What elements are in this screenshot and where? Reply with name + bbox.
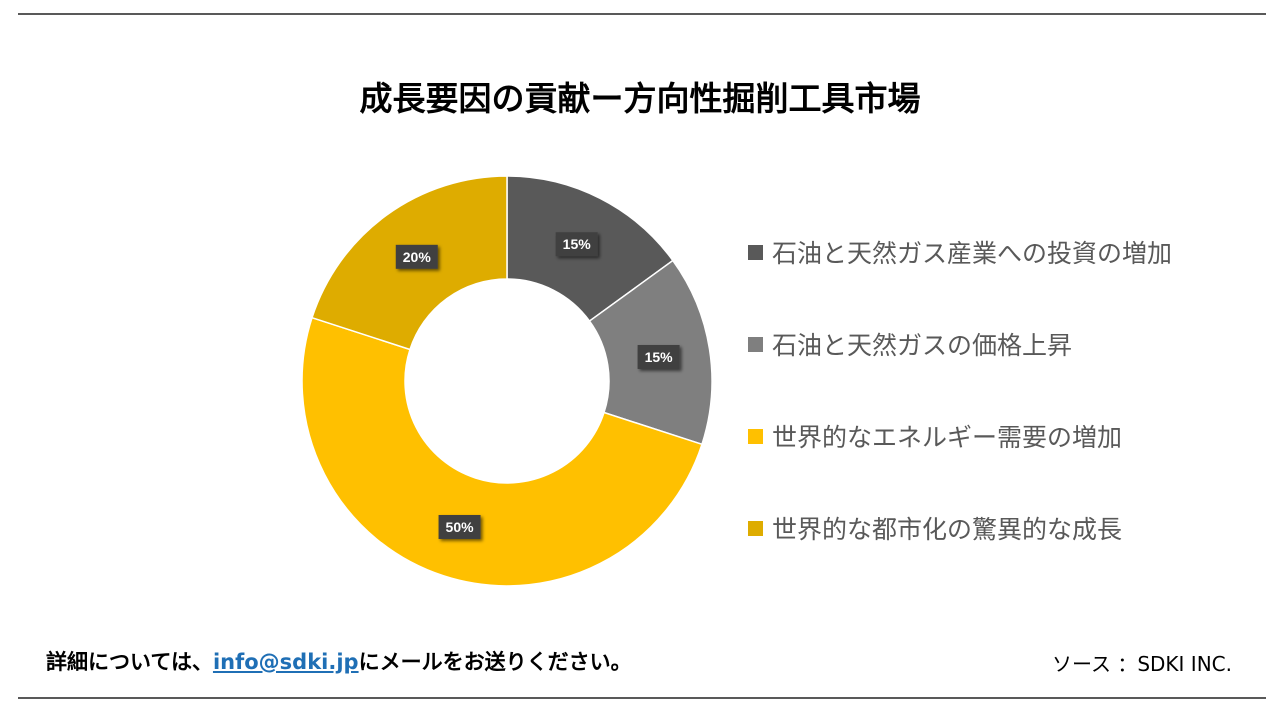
chart-legend: 石油と天然ガス産業への投資の増加 石油と天然ガスの価格上昇世界的なエネルギー需要の… <box>748 206 1268 574</box>
slice-label-box-1 <box>555 232 598 257</box>
slice-label-2: 15% <box>637 344 680 369</box>
legend-label-2: 石油と天然ガスの価格上昇 <box>772 331 1073 360</box>
slice-label-text-3: 50% <box>446 519 475 535</box>
slice-label-text-1: 15% <box>563 236 592 252</box>
slice-label-box-2 <box>637 344 680 369</box>
chart-title: 成長要因の貢献ー方向性掘削工具市場 <box>359 79 921 118</box>
legend-swatch-2 <box>748 336 763 352</box>
legend-label-3: 世界的なエネルギー需要の増加 <box>772 423 1123 452</box>
slice-label-4: 20% <box>395 244 438 269</box>
legend-item-4: 世界的な都市化の驚異的な成長 <box>748 482 1268 574</box>
top-divider <box>18 13 1266 15</box>
legend-swatch-3 <box>748 428 763 444</box>
slice-label-1: 15% <box>555 232 598 257</box>
slice-label-box-3 <box>438 514 481 539</box>
slice-label-box-4 <box>395 244 438 269</box>
legend-swatch-4 <box>748 520 763 536</box>
email-link[interactable]: info@sdki.jp <box>212 650 359 674</box>
legend-swatch-1 <box>748 244 763 260</box>
legend-label-4: 世界的な都市化の驚異的な成長 <box>772 515 1123 544</box>
legend-item-3: 世界的なエネルギー需要の増加 <box>748 390 1268 482</box>
slice-label-text-2: 15% <box>645 349 674 365</box>
donut-chart: 15% 15% 50% 20% <box>301 175 713 587</box>
contact-note: 詳細については、info@sdki.jpにメールをお送りください。 <box>46 646 632 676</box>
legend-item-2: 石油と天然ガスの価格上昇 <box>748 298 1268 390</box>
contact-suffix: にメールをお送りください。 <box>358 650 632 674</box>
source-label: ソース ：SDKI INC. <box>1051 652 1232 676</box>
slice-label-text-4: 20% <box>403 249 432 265</box>
slice-label-3: 50% <box>438 514 481 539</box>
legend-item-1: 石油と天然ガス産業への投資の増加 <box>748 206 1268 298</box>
bottom-divider <box>18 697 1266 699</box>
legend-label-1: 石油と天然ガス産業への投資の増加 <box>772 239 1173 268</box>
donut-slice-3 <box>301 316 703 587</box>
contact-prefix: 詳細については、 <box>46 650 213 674</box>
